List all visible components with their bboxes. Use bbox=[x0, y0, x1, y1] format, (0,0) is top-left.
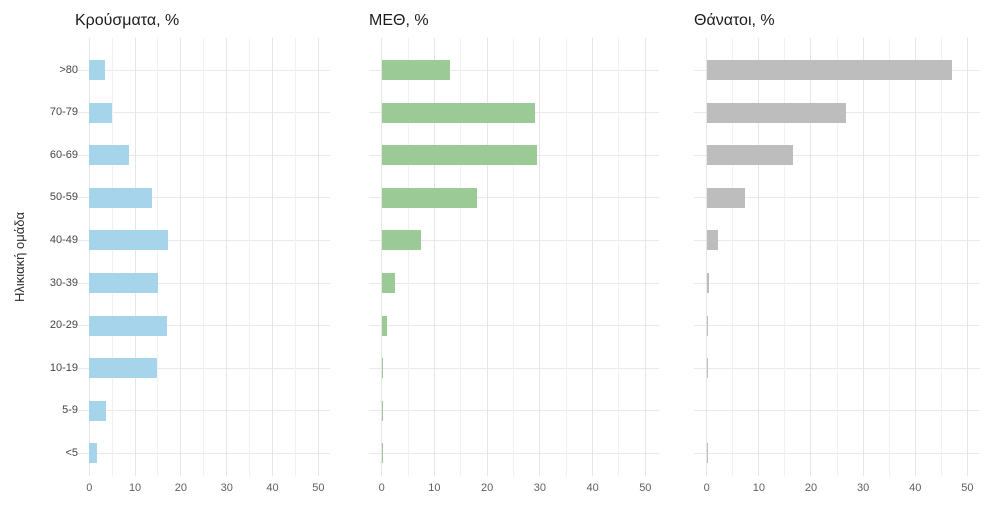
bar bbox=[89, 102, 113, 123]
y-category-label: 50-59 bbox=[49, 191, 78, 204]
bar bbox=[706, 187, 745, 208]
x-tick-label: 30 bbox=[856, 482, 870, 494]
gridline-vertical bbox=[565, 38, 567, 476]
x-tick-label: 40 bbox=[266, 482, 279, 494]
bar bbox=[89, 230, 168, 251]
x-tick-label: 50 bbox=[639, 482, 652, 494]
bar bbox=[706, 145, 794, 166]
gridline-vertical bbox=[706, 38, 708, 476]
bar bbox=[89, 273, 159, 293]
panel-3 bbox=[693, 38, 981, 476]
x-tick-label: 20 bbox=[174, 482, 188, 494]
gridline-vertical bbox=[888, 38, 890, 476]
panel-title: Κρούσματα, % bbox=[75, 12, 180, 29]
gridline-vertical bbox=[940, 38, 942, 476]
x-tick-label: 0 bbox=[703, 482, 710, 494]
y-category-label: 60-69 bbox=[49, 148, 78, 161]
bar bbox=[706, 358, 708, 379]
gridline-vertical bbox=[226, 38, 228, 476]
gridline-vertical bbox=[433, 38, 435, 476]
panel-2 bbox=[368, 38, 659, 476]
gridline-vertical bbox=[810, 38, 812, 476]
x-tick-label: 40 bbox=[909, 482, 922, 494]
gridline-vertical bbox=[381, 38, 383, 476]
gridline-vertical bbox=[157, 38, 159, 476]
bar bbox=[381, 60, 451, 80]
gridline-vertical bbox=[249, 38, 251, 476]
x-tick-label: 10 bbox=[428, 482, 441, 494]
y-category-label: 30-39 bbox=[49, 276, 78, 289]
y-category-label: 20-29 bbox=[49, 319, 78, 332]
bar bbox=[381, 187, 477, 208]
gridline-vertical bbox=[758, 38, 760, 476]
bar bbox=[706, 443, 708, 464]
panel-1 bbox=[77, 38, 330, 476]
gridline-vertical bbox=[966, 38, 968, 476]
gridline-vertical bbox=[539, 38, 541, 476]
gridline-vertical bbox=[407, 38, 409, 476]
bar bbox=[89, 60, 106, 80]
x-tick-label: 0 bbox=[378, 482, 385, 494]
bar bbox=[89, 443, 97, 464]
gridline-vertical bbox=[180, 38, 182, 476]
gridline-vertical bbox=[134, 38, 136, 476]
gridline-vertical bbox=[486, 38, 488, 476]
gridline-vertical bbox=[732, 38, 734, 476]
gridline-vertical bbox=[317, 38, 319, 476]
x-tick-label: 50 bbox=[961, 482, 974, 494]
gridline-vertical bbox=[592, 38, 594, 476]
panel-title: Θάνατοι, % bbox=[694, 12, 775, 29]
y-category-label: <5 bbox=[65, 446, 78, 459]
bar bbox=[381, 273, 395, 293]
x-tick-label: 20 bbox=[481, 482, 494, 494]
bar bbox=[706, 273, 710, 293]
gridline-vertical bbox=[618, 38, 620, 476]
bar bbox=[381, 230, 422, 251]
y-category-label: 70-79 bbox=[49, 106, 78, 119]
bar bbox=[381, 145, 538, 166]
bar bbox=[381, 400, 383, 421]
bar bbox=[381, 358, 384, 379]
gridline-vertical bbox=[88, 38, 90, 476]
gridline-vertical bbox=[914, 38, 916, 476]
gridline-vertical bbox=[513, 38, 514, 476]
gridline-vertical bbox=[111, 38, 113, 476]
y-category-label: 10-19 bbox=[49, 361, 78, 374]
gridline-vertical bbox=[784, 38, 786, 476]
x-tick-label: 10 bbox=[752, 482, 765, 494]
bar bbox=[706, 230, 719, 251]
bar bbox=[89, 358, 157, 379]
y-category-label: 5-9 bbox=[62, 404, 78, 417]
x-tick-label: 0 bbox=[86, 482, 93, 494]
bar bbox=[381, 443, 383, 464]
bar bbox=[89, 315, 168, 336]
x-tick-label: 20 bbox=[804, 482, 818, 494]
bar bbox=[381, 102, 535, 123]
bar bbox=[89, 400, 106, 421]
gridline-vertical bbox=[203, 38, 205, 476]
gridline-vertical bbox=[644, 38, 646, 476]
panel-title: ΜΕΘ, % bbox=[369, 12, 429, 29]
x-tick-label: 50 bbox=[312, 482, 325, 494]
bar bbox=[381, 315, 387, 336]
y-category-label: 40-49 bbox=[49, 233, 78, 246]
bar bbox=[706, 102, 847, 123]
x-tick-label: 10 bbox=[128, 482, 142, 494]
x-tick-label: 30 bbox=[220, 482, 233, 494]
bar bbox=[706, 60, 952, 80]
x-tick-label: 30 bbox=[533, 482, 546, 494]
y-category-label: >80 bbox=[59, 63, 78, 76]
bar bbox=[89, 145, 130, 166]
gridline-vertical bbox=[836, 38, 838, 476]
bar bbox=[706, 315, 708, 336]
gridline-vertical bbox=[460, 38, 462, 476]
bar bbox=[89, 187, 153, 208]
x-tick-label: 40 bbox=[586, 482, 599, 494]
gridline-vertical bbox=[294, 38, 296, 476]
gridline-vertical bbox=[862, 38, 864, 476]
gridline-vertical bbox=[272, 38, 274, 476]
